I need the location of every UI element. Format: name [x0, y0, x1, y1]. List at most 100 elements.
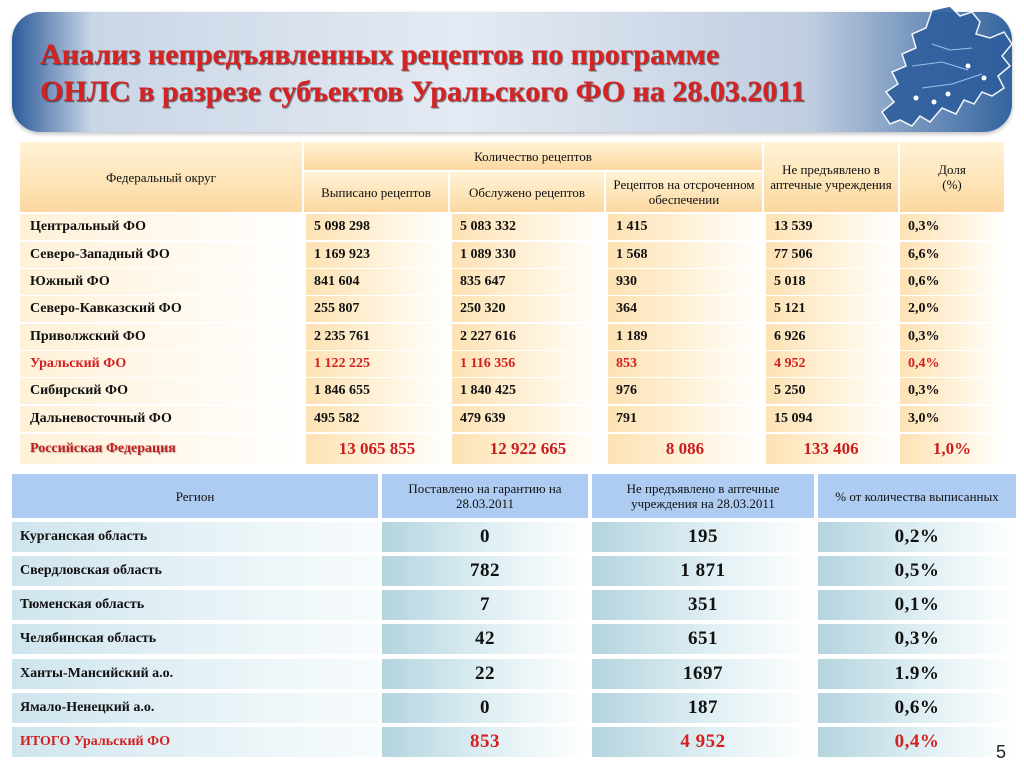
not-presented-value: 13 539: [766, 214, 896, 240]
not-presented-value: 5 121: [766, 296, 896, 322]
served-value: 1 840 425: [452, 378, 604, 404]
percent-value: 0,2%: [818, 522, 1016, 552]
total-deferred-value: 8 086: [608, 434, 762, 464]
district-name: Уральский ФО: [20, 351, 302, 377]
share-value: 0,3%: [900, 324, 1004, 350]
percent-value: 0,1%: [818, 590, 1016, 620]
deferred-value: 791: [608, 406, 762, 432]
total-issued-value: 13 065 855: [306, 434, 448, 464]
share-value: 3,0%: [900, 406, 1004, 432]
issued-value: 1 122 225: [306, 351, 448, 377]
not-presented-value: 1 871: [592, 556, 814, 586]
district-name: Северо-Западный ФО: [20, 242, 302, 268]
table-row: Приволжский ФО 2 235 761 2 227 616 1 189…: [20, 324, 1004, 350]
not-presented-value: 5 018: [766, 269, 896, 295]
table-row-total: ИТОГО Уральский ФО 853 4 952 0,4%: [12, 727, 1016, 757]
not-presented-value: 1697: [592, 659, 814, 689]
table-row: Тюменская область 7 351 0,1%: [12, 590, 1016, 620]
issued-value: 1 169 923: [306, 242, 448, 268]
table-row: Ямало-Ненецкий а.о. 0 187 0,6%: [12, 693, 1016, 723]
total-served-value: 12 922 665: [452, 434, 604, 464]
region-name: Тюменская область: [12, 590, 378, 620]
table-row-highlighted: Уральский ФО 1 122 225 1 116 356 853 4 9…: [20, 351, 1004, 377]
share-value: 0,3%: [900, 214, 1004, 240]
deferred-value: 976: [608, 378, 762, 404]
not-presented-value: 77 506: [766, 242, 896, 268]
table-row: Челябинская область 42 651 0,3%: [12, 624, 1016, 654]
issued-value: 255 807: [306, 296, 448, 322]
not-presented-value: 195: [592, 522, 814, 552]
region-name: Ямало-Ненецкий а.о.: [12, 693, 378, 723]
ural-federal-district-map-icon: [881, 5, 1013, 127]
not-presented-value: 4 952: [766, 351, 896, 377]
share-value: 6,6%: [900, 242, 1004, 268]
table-row: Дальневосточный ФО 495 582 479 639 791 1…: [20, 406, 1004, 432]
guarantee-value: 7: [382, 590, 588, 620]
table-row: Южный ФО 841 604 835 647 930 5 018 0,6%: [20, 269, 1004, 295]
district-name: Центральный ФО: [20, 214, 302, 240]
header-not-presented: Не предъявлено в аптечные учреждения: [764, 142, 898, 212]
issued-value: 5 098 298: [306, 214, 448, 240]
not-presented-value: 5 250: [766, 378, 896, 404]
share-value: 0,6%: [900, 269, 1004, 295]
header-federal-district: Федеральный округ: [20, 142, 302, 212]
table-row-total: Российская Федерация 13 065 855 12 922 6…: [20, 434, 1004, 464]
total-not-presented-value: 4 952: [592, 727, 814, 757]
district-name: Южный ФО: [20, 269, 302, 295]
percent-value: 0,5%: [818, 556, 1016, 586]
guarantee-value: 22: [382, 659, 588, 689]
district-name: Сибирский ФО: [20, 378, 302, 404]
total-percent-value: 0,4%: [818, 727, 1016, 757]
region-name: Свердловская область: [12, 556, 378, 586]
header-deferred: Рецептов на отсроченном обеспечении: [606, 172, 762, 212]
served-value: 479 639: [452, 406, 604, 432]
district-name: Северо-Кавказский ФО: [20, 296, 302, 322]
not-presented-value: 651: [592, 624, 814, 654]
deferred-value: 1 415: [608, 214, 762, 240]
total-not-presented-value: 133 406: [766, 434, 896, 464]
issued-value: 2 235 761: [306, 324, 448, 350]
header-share-line-1: Доля: [938, 162, 966, 177]
header-prescriptions-count: Количество рецептов: [304, 142, 762, 170]
served-value: 1 089 330: [452, 242, 604, 268]
not-presented-value: 187: [592, 693, 814, 723]
share-value: 0,3%: [900, 378, 1004, 404]
not-presented-value: 351: [592, 590, 814, 620]
deferred-value: 1 568: [608, 242, 762, 268]
guarantee-value: 0: [382, 693, 588, 723]
header-share: Доля (%): [900, 142, 1004, 212]
header-percent: % от количества выписанных: [818, 474, 1016, 518]
table-row: Сибирский ФО 1 846 655 1 840 425 976 5 2…: [20, 378, 1004, 404]
table-row: Ханты-Мансийский а.о. 22 1697 1.9%: [12, 659, 1016, 689]
share-value: 2,0%: [900, 296, 1004, 322]
issued-value: 841 604: [306, 269, 448, 295]
percent-value: 0,3%: [818, 624, 1016, 654]
total-name: Российская Федерация: [20, 434, 302, 464]
total-guarantee-value: 853: [382, 727, 588, 757]
served-value: 5 083 332: [452, 214, 604, 240]
served-value: 1 116 356: [452, 351, 604, 377]
served-value: 250 320: [452, 296, 604, 322]
share-value: 0,4%: [900, 351, 1004, 377]
region-name: Ханты-Мансийский а.о.: [12, 659, 378, 689]
guarantee-value: 782: [382, 556, 588, 586]
region-name: Курганская область: [12, 522, 378, 552]
slide-title-line-1: Анализ непредъявленных рецептов по прогр…: [40, 38, 720, 71]
deferred-value: 1 189: [608, 324, 762, 350]
total-share-value: 1,0%: [900, 434, 1004, 464]
table-row: Центральный ФО 5 098 298 5 083 332 1 415…: [20, 214, 1004, 240]
title-banner: [12, 12, 1012, 132]
header-served: Обслужено рецептов: [450, 172, 604, 212]
header-not-presented: Не предъявлено в аптечные учреждения на …: [592, 474, 814, 518]
district-name: Дальневосточный ФО: [20, 406, 302, 432]
percent-value: 0,6%: [818, 693, 1016, 723]
percent-value: 1.9%: [818, 659, 1016, 689]
deferred-value: 930: [608, 269, 762, 295]
issued-value: 1 846 655: [306, 378, 448, 404]
district-name: Приволжский ФО: [20, 324, 302, 350]
not-presented-value: 15 094: [766, 406, 896, 432]
served-value: 2 227 616: [452, 324, 604, 350]
header-issued: Выписано рецептов: [304, 172, 448, 212]
table-row: Курганская область 0 195 0,2%: [12, 522, 1016, 552]
header-region: Регион: [12, 474, 378, 518]
